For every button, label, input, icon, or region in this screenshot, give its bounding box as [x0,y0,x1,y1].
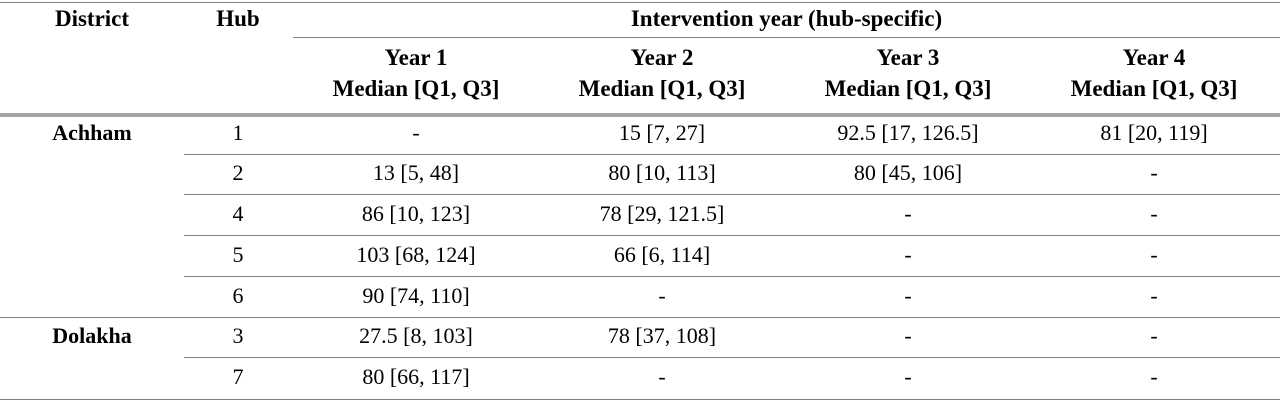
header-year-2-title: Year 2 [630,45,694,70]
header-year-3-subtitle: Median [Q1, Q3] [824,76,992,101]
year-1-cell: 13 [5, 48] [372,160,460,185]
hub-cell: 3 [232,323,244,348]
year-4-cell: - [1150,160,1158,185]
header-district: District [54,6,130,31]
year-3-cell: - [904,201,912,226]
hub-cell: 2 [232,160,244,185]
year-4-cell: 81 [20, 119] [1100,120,1208,145]
hub-cell: 4 [232,201,244,226]
row-divider [184,235,1280,236]
year-3-cell: - [904,283,912,308]
hub-cell: 1 [232,120,244,145]
header-year-4-title: Year 4 [1122,45,1186,70]
year-2-cell: 66 [6, 114] [613,242,711,267]
header-year-1-subtitle: Median [Q1, Q3] [332,76,500,101]
year-1-cell: 90 [74, 110] [362,283,470,308]
year-3-cell: 92.5 [17, 126.5] [837,120,979,145]
year-1-cell: 103 [68, 124] [356,242,476,267]
hub-cell: 6 [232,283,244,308]
bottom-rule [0,399,1280,400]
header-year-4: Year 4 Median [Q1, Q3] [1031,40,1277,106]
year-3-cell: - [904,242,912,267]
hub-cell: 5 [232,242,244,267]
district-label-achham: Achham [52,120,132,145]
year-2-cell: 78 [37, 108] [607,323,717,348]
year-4-cell: - [1150,283,1158,308]
year-4-cell: - [1150,242,1158,267]
year-2-cell: - [658,364,666,389]
year-2-cell: 80 [10, 113] [608,160,716,185]
header-year-1: Year 1 Median [Q1, Q3] [293,40,539,106]
row-divider [184,194,1280,195]
year-4-cell: - [1150,364,1158,389]
header-intervention-year: Intervention year (hub-specific) [630,6,943,31]
year-1-cell: - [412,120,420,145]
row-divider [184,154,1280,155]
year-3-cell: 80 [45, 106] [853,160,963,185]
year-2-cell: 15 [7, 27] [618,120,706,145]
district-label-dolakha: Dolakha [52,323,132,348]
year-1-cell: 80 [66, 117] [362,364,470,389]
header-year-2-subtitle: Median [Q1, Q3] [578,76,746,101]
row-divider [184,357,1280,358]
header-year-4-subtitle: Median [Q1, Q3] [1070,76,1238,101]
year-3-cell: - [904,323,912,348]
header-hub: Hub [216,6,260,31]
year-4-cell: - [1150,201,1158,226]
year-1-cell: 27.5 [8, 103] [359,323,473,348]
intervention-underline [293,37,1280,38]
header-bottom-rule [0,113,1280,117]
header-year-3: Year 3 Median [Q1, Q3] [785,40,1031,106]
year-2-cell: 78 [29, 121.5] [599,201,725,226]
header-year-3-title: Year 3 [876,45,940,70]
row-divider [184,276,1280,277]
year-2-cell: - [658,283,666,308]
hub-cell: 7 [232,364,244,389]
header-year-2: Year 2 Median [Q1, Q3] [539,40,785,106]
year-3-cell: - [904,364,912,389]
group-divider [0,317,1280,318]
year-4-cell: - [1150,323,1158,348]
header-year-1-title: Year 1 [384,45,448,70]
top-rule [0,2,1280,3]
year-1-cell: 86 [10, 123] [361,201,471,226]
